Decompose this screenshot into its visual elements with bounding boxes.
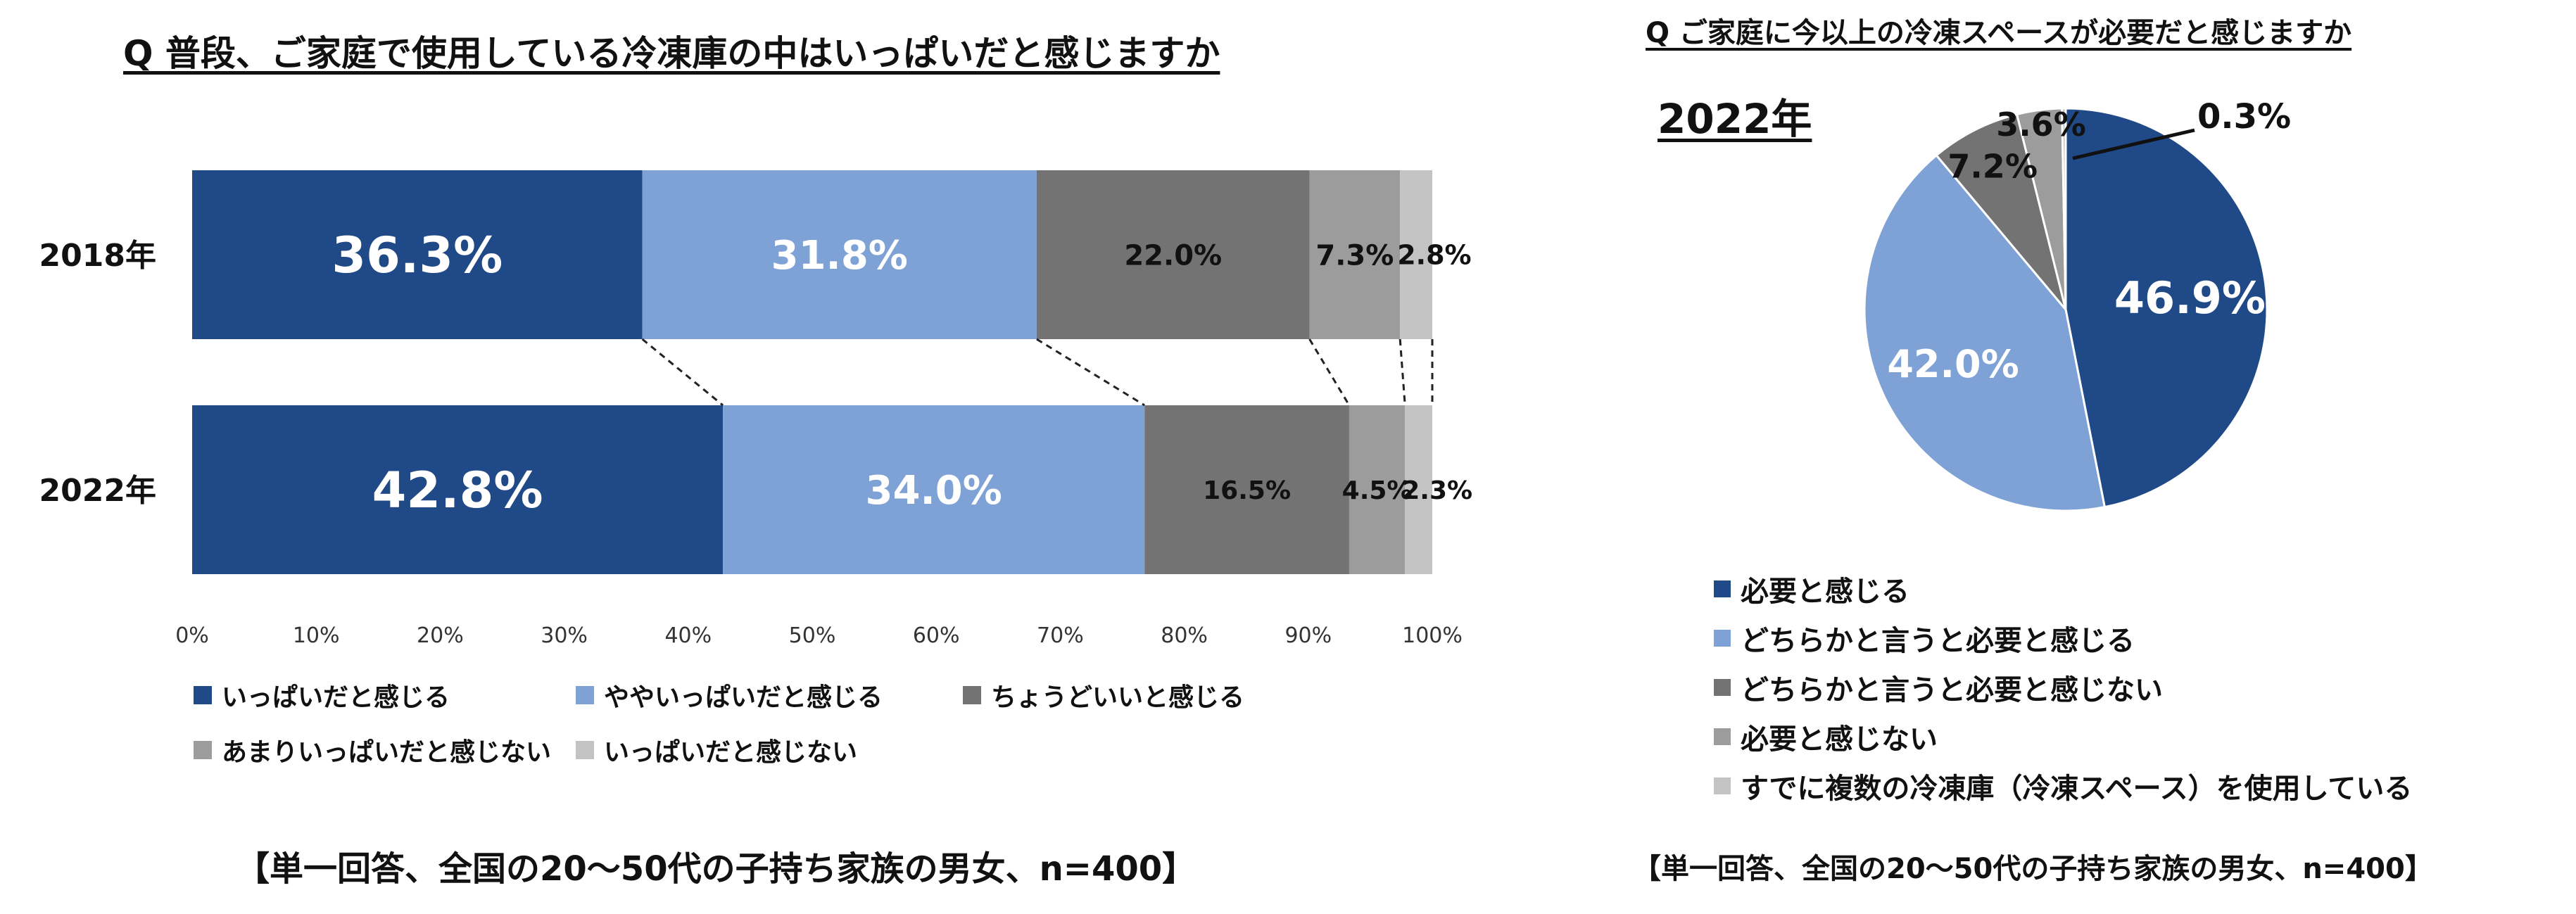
bar-data-label-1-4: 7.3% — [1315, 239, 1394, 272]
bar-connector-line-4 — [1399, 338, 1406, 406]
bar-data-label-2-4: 4.5% — [1342, 476, 1413, 505]
pie-legend-item-1: 必要と感じる — [1714, 569, 1909, 609]
legend-swatch — [576, 686, 594, 704]
bar-category-label-1: 2018年 — [39, 238, 156, 274]
pie-slice-5 — [2061, 107, 2067, 310]
pie-data-label-3: 7.2% — [1947, 148, 2038, 186]
x-tick-label-10: 100% — [1402, 623, 1463, 648]
bar-legend-item-1: いっぱいだと感じる — [194, 677, 450, 713]
pie-leader-line — [2072, 128, 2195, 160]
pie-legend-item-2: どちらかと言うと必要と感じる — [1714, 618, 2135, 659]
legend-swatch — [1714, 728, 1731, 745]
pie-year-label: 2022年 — [1658, 95, 1812, 143]
legend-swatch — [963, 686, 981, 704]
pie-data-label-2: 42.0% — [1887, 342, 2019, 386]
pie-chart-note: 【単一回答、全国の20～50代の子持ち家族の男女、n=400】 — [1633, 853, 2433, 885]
bar-connector-line-2 — [1036, 338, 1146, 407]
pie-data-label-4: 3.6% — [1996, 106, 2086, 144]
legend-label: 必要と感じる — [1741, 576, 1909, 608]
pie-data-label-1: 46.9% — [2114, 272, 2266, 324]
legend-label: あまりいっぱいだと感じない — [222, 738, 552, 767]
bar-segment-2-3 — [1144, 405, 1349, 574]
bar-data-label-2-1: 42.8% — [372, 462, 543, 519]
pie-slice-2 — [1863, 153, 2107, 512]
x-tick-label-5: 50% — [789, 623, 836, 648]
bar-chart-title: Q 普段、ご家庭で使用している冷凍庫の中はいっぱいだと感じますか — [123, 33, 1220, 74]
x-tick-label-4: 40% — [664, 623, 712, 648]
pie-legend-item-4: 必要と感じない — [1714, 716, 1938, 757]
bar-data-label-2-2: 34.0% — [866, 468, 1002, 514]
bar-segment-2-5 — [1405, 405, 1432, 574]
pie-slice-3 — [1935, 113, 2067, 310]
bar-data-label-2-5: 2.3% — [1402, 476, 1472, 505]
legend-label: ややいっぱいだと感じる — [604, 683, 883, 712]
pie-legend-item-3: どちらかと言うと必要と感じない — [1714, 667, 2163, 708]
legend-swatch — [1714, 679, 1731, 696]
legend-swatch — [1714, 630, 1731, 647]
legend-swatch — [194, 686, 212, 704]
bar-chart-note: 【単一回答、全国の20～50代の子持ち家族の男女、n=400】 — [236, 849, 1197, 889]
legend-swatch — [1714, 777, 1731, 794]
x-tick-label-7: 70% — [1037, 623, 1084, 648]
legend-label: どちらかと言うと必要と感じない — [1741, 674, 2163, 706]
bar-data-label-1-1: 36.3% — [332, 227, 503, 284]
legend-label: 必要と感じない — [1741, 723, 1938, 756]
legend-label: ちょうどいいと感じる — [991, 683, 1245, 712]
bar-segment-2-2 — [723, 405, 1145, 574]
pie-legend-item-5: すでに複数の冷凍庫（冷凍スペース）を使用している — [1714, 766, 2412, 806]
bar-data-label-1-3: 22.0% — [1124, 239, 1222, 272]
bar-segment-1-1 — [192, 170, 643, 339]
bar-category-label-2: 2022年 — [39, 473, 156, 509]
legend-label: いっぱいだと感じない — [604, 738, 858, 767]
x-tick-label-9: 90% — [1284, 623, 1332, 648]
bar-connector-line-3 — [1308, 338, 1351, 406]
legend-swatch — [194, 741, 212, 759]
x-tick-label-0: 0% — [175, 623, 209, 648]
pie-slice-1 — [2064, 107, 2268, 509]
x-tick-label-1: 10% — [293, 623, 340, 648]
x-tick-label-8: 80% — [1161, 623, 1208, 648]
bar-segment-1-5 — [1400, 170, 1432, 339]
pie-data-label-5: 0.3% — [2197, 97, 2291, 137]
x-tick-label-2: 20% — [417, 623, 464, 648]
bar-segment-2-4 — [1349, 405, 1406, 574]
bar-legend-item-2: ややいっぱいだと感じる — [576, 677, 883, 713]
legend-label: すでに複数の冷凍庫（冷凍スペース）を使用している — [1741, 773, 2413, 805]
x-tick-label-6: 60% — [913, 623, 960, 648]
bar-data-label-1-5: 2.8% — [1397, 240, 1471, 271]
bar-data-label-2-3: 16.5% — [1203, 476, 1291, 505]
bar-legend-item-3: ちょうどいいと感じる — [963, 677, 1244, 713]
bar-segment-1-4 — [1309, 170, 1401, 339]
bar-data-label-1-2: 31.8% — [771, 233, 908, 279]
x-tick-label-3: 30% — [541, 623, 588, 648]
legend-swatch — [1714, 580, 1731, 597]
pie-chart-title: Q ご家庭に今以上の冷凍スペースが必要だと感じますか — [1646, 17, 2352, 49]
legend-label: いっぱいだと感じる — [222, 683, 450, 712]
bar-segment-1-2 — [642, 170, 1037, 339]
bar-segment-2-1 — [192, 405, 724, 574]
bar-connector-line-1 — [641, 338, 724, 407]
bar-legend-item-5: いっぱいだと感じない — [576, 732, 857, 768]
legend-swatch — [576, 741, 594, 759]
bar-legend-item-4: あまりいっぱいだと感じない — [194, 732, 551, 768]
bar-segment-1-3 — [1036, 170, 1310, 339]
legend-label: どちらかと言うと必要と感じる — [1741, 625, 2135, 657]
